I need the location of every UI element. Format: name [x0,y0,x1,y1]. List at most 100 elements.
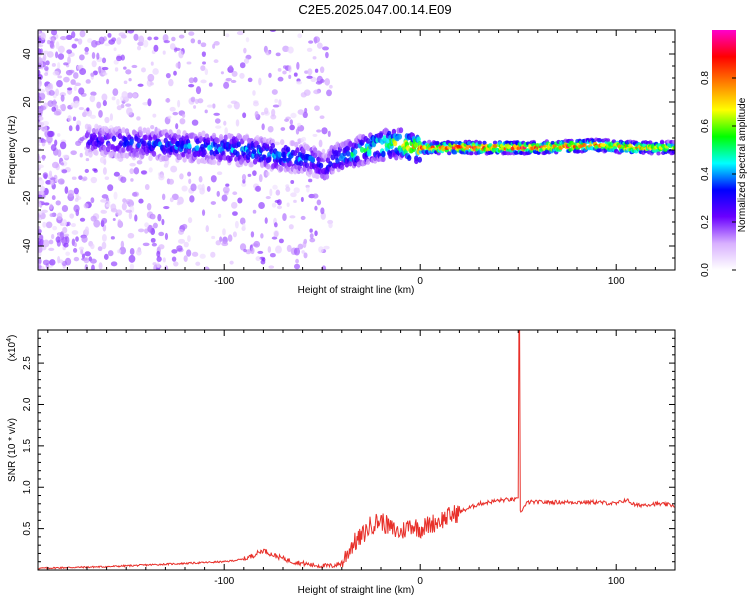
noise-speck [55,51,59,59]
ridge-cell [181,151,186,158]
noise-speck [178,50,184,59]
noise-speck [70,150,77,156]
noise-speck [234,220,239,229]
noise-speck [150,237,156,243]
noise-speck [79,152,83,158]
x-tick-label: 0 [417,276,423,287]
noise-speck [121,202,127,211]
noise-speck [183,241,189,248]
noise-speck [314,105,320,111]
ridge-cell [118,140,124,147]
noise-speck [156,262,160,269]
ridge-cell [202,149,207,156]
noise-speck [204,109,208,114]
snr-x-ticks: -100 0 100 [47,330,676,587]
ridge-cell [381,151,386,158]
noise-speck [93,168,98,173]
noise-speck [271,236,278,240]
noise-speck [274,98,279,103]
noise-speck [282,45,290,53]
noise-speck [197,98,204,104]
noise-speck [113,171,120,177]
ridge-cell [576,149,581,154]
noise-speck [288,64,292,73]
noise-speck [153,44,159,52]
noise-speck [67,189,75,198]
noise-speck [267,125,274,133]
noise-speck [104,176,110,180]
noise-speck [65,251,71,256]
ridge-cell [648,140,653,145]
noise-speck [250,231,255,238]
noise-speck [104,43,111,47]
noise-speck [102,167,107,175]
noise-speck [309,228,313,233]
noise-speck [308,178,313,183]
noise-speck [309,237,316,243]
noise-speck [101,93,108,101]
ridge-cell [117,128,123,135]
noise-speck [102,72,108,76]
noise-speck [84,251,91,257]
noise-speck [216,190,220,197]
noise-speck [44,66,49,71]
noise-speck [304,70,309,74]
noise-speck [297,243,304,250]
noise-speck [106,78,110,85]
noise-speck [164,232,169,241]
noise-speck [307,68,313,76]
noise-speck [312,193,319,199]
ridge-cell [265,163,271,170]
noise-speck [189,195,195,203]
noise-speck [230,79,237,83]
noise-speck [51,234,55,240]
ridge-cell [84,150,90,157]
noise-speck [82,176,88,181]
noise-speck [138,228,145,233]
ridge-cell [280,139,285,146]
y-tick-label: -20 [22,190,33,205]
noise-speck [110,261,118,267]
noise-speck [158,244,165,250]
noise-speck [273,141,281,146]
noise-speck [312,56,317,60]
y-tick-label: 40 [22,48,33,60]
noise-speck [59,231,65,239]
noise-speck [38,210,43,216]
noise-speck [162,50,166,55]
noise-speck [61,219,68,227]
ridge-cell [215,137,220,144]
noise-speck [85,79,91,84]
noise-speck [73,242,77,247]
noise-speck [252,101,259,107]
noise-speck [118,32,126,37]
noise-speck [147,224,153,233]
noise-speck [126,107,133,116]
noise-speck [42,50,50,55]
noise-speck [188,77,195,84]
noise-speck [38,190,45,196]
ridge-cell [324,173,330,180]
noise-speck [270,114,277,120]
noise-speck [188,31,195,36]
noise-speck [228,65,233,71]
noise-speck [136,160,143,165]
noise-speck [47,130,54,138]
noise-speck [73,72,79,79]
noise-speck [225,183,230,187]
noise-speck [38,143,41,147]
noise-speck [163,40,170,44]
noise-speck [284,118,290,122]
noise-speck [39,185,46,192]
noise-speck [45,221,53,229]
noise-speck [255,185,262,192]
y-tick-label: 1.5 [22,438,33,452]
noise-speck [70,79,76,85]
y-tick-label: 20 [22,96,33,108]
noise-speck [297,33,303,39]
noise-speck [221,194,228,202]
y-tick-label: -40 [22,238,33,253]
noise-speck [201,183,205,192]
noise-speck [324,78,331,86]
colorbar-ticks: 0.0 0.2 0.4 0.6 0.8 [700,71,736,277]
